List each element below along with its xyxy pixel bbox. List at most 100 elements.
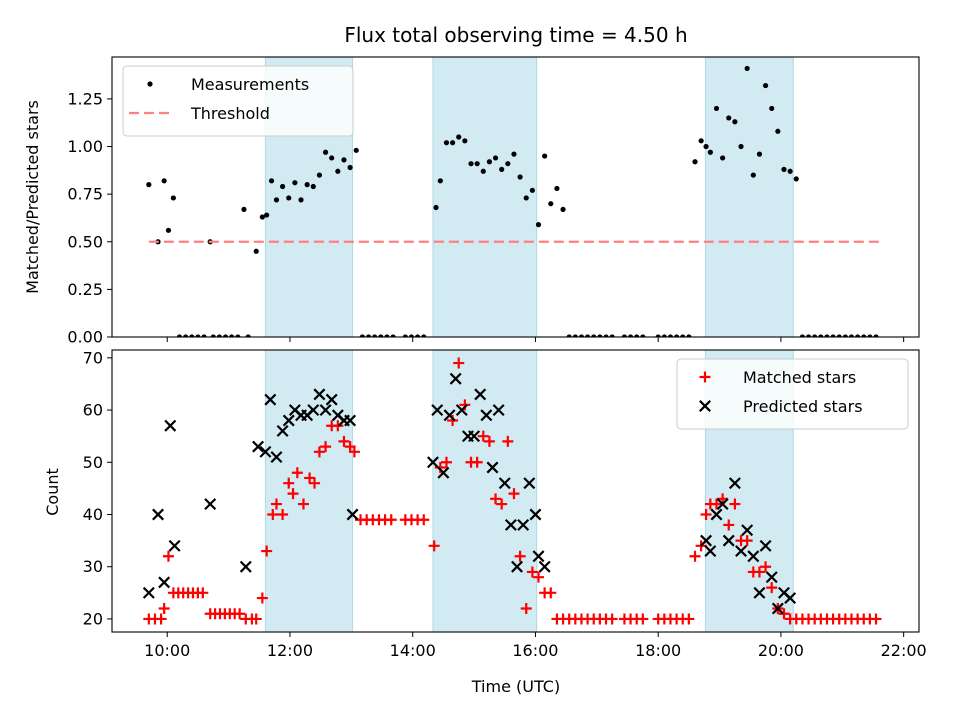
bottom-observing-window — [264, 350, 354, 632]
bottom-series-0-point — [729, 498, 741, 510]
bottom-observing-window — [432, 350, 538, 632]
top-series-0-point — [201, 334, 207, 337]
chart-title: Flux total observing time = 4.50 h — [344, 23, 687, 47]
top-series-0-point — [437, 178, 443, 184]
top-series-0-point — [578, 334, 585, 337]
top-panel: 0.00 0.25 0.50 0.75 1.00 1.25 Measurements Thre… — [67, 56, 920, 347]
bottom-series-1-point — [252, 440, 265, 453]
x-axis-label: Time (UTC) — [471, 677, 560, 696]
bottom-series-0-point — [309, 477, 321, 489]
bottom-series-0-point — [418, 514, 430, 526]
top-series-0-point — [634, 334, 640, 337]
bottom-series-0-point — [717, 493, 729, 505]
bottom-series-0-point — [471, 456, 483, 468]
bottom-series-1-point — [239, 560, 252, 573]
top-series-0-point — [799, 334, 805, 337]
top-series-0-point — [161, 178, 167, 184]
top-series-0-point — [775, 128, 781, 134]
top-series-0-point — [229, 334, 235, 337]
bottom-series-0-point — [267, 509, 279, 520]
top-series-0-point — [195, 334, 201, 337]
top-series-0-point — [554, 185, 560, 192]
top-series-0-point — [415, 334, 421, 337]
bottom-series-1-point — [313, 388, 326, 401]
bottom-series-0-point — [162, 550, 174, 562]
bottom-y-tick-label: 50 — [83, 453, 103, 472]
bottom-series-1-point — [474, 388, 487, 401]
bottom-y-tick-label: 60 — [83, 401, 103, 420]
top-series-0-point — [259, 214, 265, 220]
bottom-series-1-point — [319, 404, 332, 417]
top-series-0-point — [390, 334, 396, 337]
bottom-series-1-point — [158, 576, 171, 589]
legend-label-0: Measurements — [191, 75, 309, 94]
bottom-series-1-point — [771, 602, 784, 615]
bottom-x-tick-label: 10:00 — [144, 641, 190, 660]
bottom-series-1-point — [270, 451, 283, 464]
top-series-0-point — [146, 182, 152, 188]
top-series-0-point — [842, 334, 848, 337]
bottom-series-1-point — [498, 477, 511, 490]
bottom-series-1-point — [710, 508, 723, 521]
bottom-series-0-point — [313, 446, 325, 458]
top-series-0-point — [304, 182, 310, 188]
bottom-series-1-point — [426, 456, 439, 469]
bottom-series-1-point — [753, 586, 766, 599]
bottom-legend-box — [676, 358, 909, 430]
top-series-0-point — [720, 155, 726, 161]
bottom-x-tick-label: 12:00 — [267, 641, 313, 660]
top-series-0-point — [855, 334, 861, 337]
bottom-series-0-point — [428, 540, 440, 552]
top-series-0-point — [286, 195, 292, 201]
bottom-x-tick-label: 16:00 — [512, 641, 558, 660]
top-series-0-point — [818, 334, 824, 337]
bottom-series-0-point — [234, 608, 246, 620]
top-series-0-point — [861, 334, 867, 337]
bottom-series-1 — [142, 372, 797, 615]
top-series-0-point — [402, 334, 408, 337]
bottom-series-1-point — [259, 445, 272, 458]
bottom-y-axis-label: Count — [43, 468, 62, 516]
top-series-0-point — [216, 334, 222, 337]
bottom-series-0-point — [158, 603, 170, 614]
bottom-series-1-point — [142, 586, 155, 599]
top-series-0-point — [585, 334, 591, 337]
top-series-0-point — [756, 151, 763, 157]
top-series-0-point — [703, 143, 709, 150]
top-series-0-point — [762, 82, 769, 89]
top-series-0-point — [848, 334, 855, 337]
bottom-series-0-point — [277, 509, 289, 520]
bottom-series-1-point — [325, 393, 338, 406]
legend-marker-1 — [699, 400, 711, 412]
bottom-series-0-point — [297, 498, 309, 510]
top-series-0-point — [335, 168, 341, 174]
top-series-0-point — [627, 334, 634, 337]
top-series-0-point — [566, 334, 572, 337]
bottom-series-0-point — [766, 582, 778, 594]
legend-label-1: Threshold — [190, 104, 270, 123]
top-series-0-point — [787, 168, 793, 174]
bottom-series-1-point — [504, 518, 517, 531]
bottom-series-1-point — [480, 409, 493, 422]
bottom-legend: Matched stars Predicted stars — [676, 358, 909, 430]
top-series-0-point — [726, 115, 732, 121]
top-series-0-point — [176, 334, 183, 337]
top-observing-window — [432, 57, 538, 337]
bottom-series-0-point — [606, 613, 618, 625]
top-series-0-point — [492, 155, 499, 161]
top-series-0-point — [698, 138, 704, 144]
top-series-0-point — [474, 161, 480, 167]
top-series-0-point — [603, 334, 609, 337]
top-series-0-point — [183, 334, 189, 337]
bottom-series-0-point — [753, 566, 765, 578]
bottom-series-1-point — [437, 466, 450, 479]
bottom-series-1-point — [449, 372, 462, 385]
bottom-y-tick-label: 40 — [83, 505, 103, 524]
top-series-0-point — [245, 334, 251, 337]
top-series-0-point — [273, 197, 280, 203]
top-series-0-point — [310, 183, 316, 190]
bottom-series-1-point — [204, 498, 217, 511]
top-series-0-point — [621, 334, 628, 337]
top-series-0-point — [732, 119, 738, 125]
bottom-series-1-point — [716, 498, 729, 511]
